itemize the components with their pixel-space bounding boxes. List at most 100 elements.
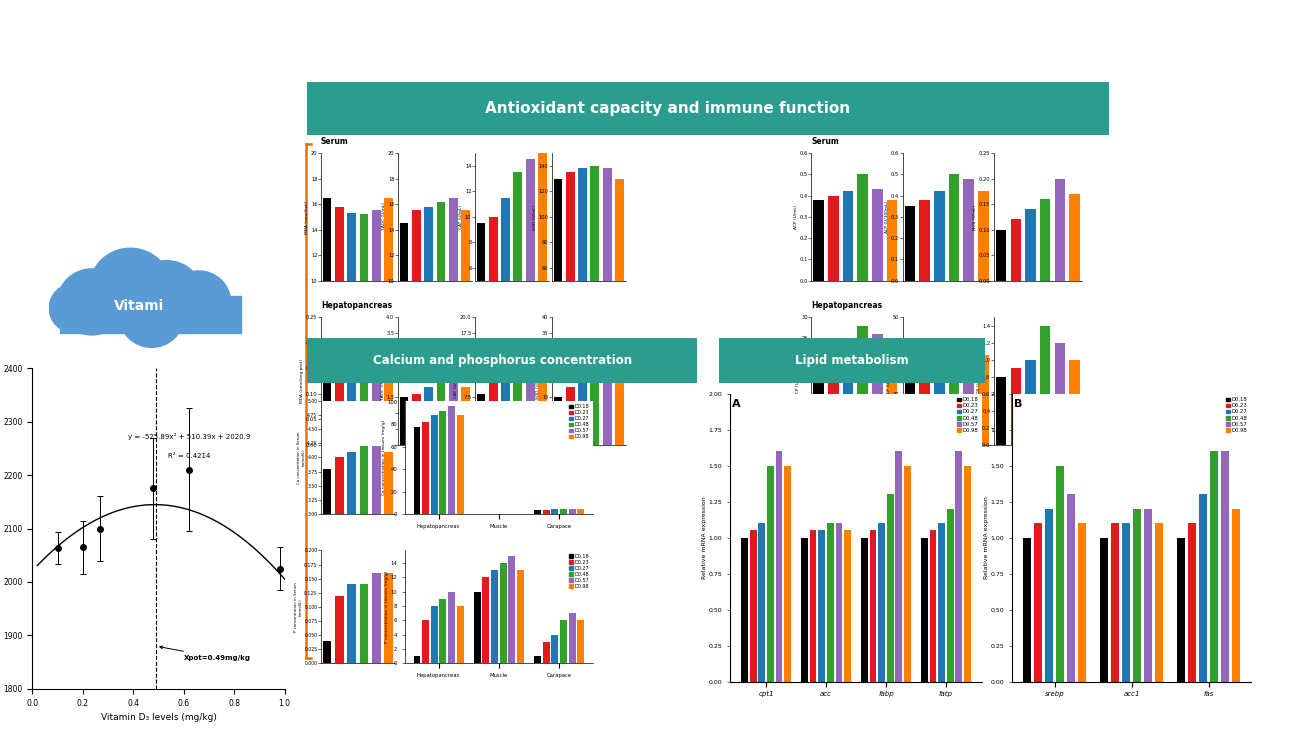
Bar <box>603 349 612 445</box>
Bar <box>886 200 897 281</box>
Bar <box>476 223 485 345</box>
Y-axis label: ACP (U/g prot): ACP (U/g prot) <box>796 365 800 397</box>
Legend: D0.18, D0.23, D0.27, D0.48, D0.57, D0.98: D0.18, D0.23, D0.27, D0.48, D0.57, D0.98 <box>568 553 590 590</box>
Bar <box>371 378 380 445</box>
Bar <box>60 296 241 333</box>
Bar <box>964 466 970 682</box>
Y-axis label: T-AOC (U/mg prot): T-AOC (U/mg prot) <box>380 361 384 401</box>
Bar <box>422 422 430 514</box>
Bar <box>1144 509 1153 682</box>
Bar <box>525 160 534 345</box>
Bar <box>872 190 883 281</box>
Bar <box>603 168 612 345</box>
Bar <box>615 179 624 345</box>
Bar <box>335 596 344 663</box>
Bar <box>978 191 989 281</box>
Bar <box>1232 509 1241 682</box>
Bar <box>827 523 833 682</box>
Bar <box>1044 509 1053 682</box>
Y-axis label: MDA (nmol/mL): MDA (nmol/mL) <box>305 200 309 233</box>
Bar <box>996 230 1007 281</box>
Bar <box>322 469 331 684</box>
Bar <box>347 452 356 684</box>
Bar <box>1025 209 1035 281</box>
Bar <box>949 174 959 281</box>
Bar <box>1069 194 1079 281</box>
Bar <box>489 381 498 445</box>
Bar <box>554 179 563 345</box>
Bar <box>371 573 380 663</box>
Bar <box>615 368 624 445</box>
Bar <box>568 613 576 663</box>
Bar <box>749 531 757 682</box>
Bar <box>844 531 850 682</box>
Text: Calcium and phosphorus concentration: Calcium and phosphorus concentration <box>373 354 631 367</box>
Bar <box>499 563 506 663</box>
Bar <box>590 166 599 345</box>
Bar <box>858 174 868 281</box>
Y-axis label: MDA (nmol/mg prot): MDA (nmol/mg prot) <box>300 359 304 403</box>
Bar <box>335 207 344 408</box>
Bar <box>919 363 930 445</box>
Bar <box>870 531 876 682</box>
Bar <box>1011 219 1021 281</box>
Bar <box>996 377 1007 445</box>
Bar <box>934 353 945 445</box>
Bar <box>758 523 765 682</box>
Bar <box>335 368 344 445</box>
Bar <box>1078 523 1087 682</box>
Y-axis label: NOS (U/mL): NOS (U/mL) <box>973 204 977 230</box>
Bar <box>895 451 902 682</box>
Circle shape <box>49 284 101 333</box>
Bar <box>448 406 455 514</box>
Bar <box>322 641 331 663</box>
Y-axis label: NOS (U/g prot): NOS (U/g prot) <box>977 365 981 397</box>
Bar <box>509 555 515 663</box>
Bar <box>492 570 498 663</box>
Bar <box>919 200 930 281</box>
Bar <box>538 362 547 445</box>
Bar <box>818 531 826 682</box>
FancyBboxPatch shape <box>719 338 985 383</box>
Bar <box>516 570 524 663</box>
Text: Serum: Serum <box>811 137 839 146</box>
Y-axis label: Ca concentration in tissues (mg/g): Ca concentration in tissues (mg/g) <box>382 420 386 495</box>
Y-axis label: SOD (U/mg prot): SOD (U/mg prot) <box>537 363 541 399</box>
Bar <box>1040 199 1051 281</box>
Bar <box>828 195 839 281</box>
Bar <box>814 200 824 281</box>
Bar <box>775 451 783 682</box>
Bar <box>424 387 433 445</box>
Bar <box>436 201 445 408</box>
Bar <box>955 451 963 682</box>
Bar <box>1056 466 1065 682</box>
Y-axis label: SOD (U/mL): SOD (U/mL) <box>533 204 537 230</box>
Bar <box>360 378 369 445</box>
Bar <box>801 538 807 682</box>
Bar <box>590 362 599 445</box>
Y-axis label: P concentration in tissues (mg/g): P concentration in tissues (mg/g) <box>386 571 389 643</box>
Y-axis label: ACP (U/mL): ACP (U/mL) <box>795 205 798 229</box>
Bar <box>534 656 541 663</box>
Bar <box>431 606 437 663</box>
Bar <box>810 531 817 682</box>
Y-axis label: ALP (U/g prot): ALP (U/g prot) <box>888 366 892 396</box>
Bar <box>360 446 369 684</box>
Bar <box>400 223 409 408</box>
Bar <box>414 426 421 514</box>
Bar <box>814 359 824 445</box>
Bar <box>538 147 547 345</box>
Bar <box>938 523 945 682</box>
Y-axis label: ALP (U/100mL): ALP (U/100mL) <box>885 200 889 233</box>
Bar <box>514 356 523 445</box>
Circle shape <box>167 271 230 333</box>
Text: Antioxidant capacity and immune function: Antioxidant capacity and immune function <box>485 101 850 116</box>
Bar <box>1122 523 1131 682</box>
Bar <box>842 338 853 445</box>
Bar <box>414 656 421 663</box>
Bar <box>400 397 409 445</box>
Bar <box>872 334 883 445</box>
Circle shape <box>119 285 184 348</box>
Y-axis label: T-AOC (U/mL): T-AOC (U/mL) <box>383 203 387 231</box>
Bar <box>1188 523 1197 682</box>
